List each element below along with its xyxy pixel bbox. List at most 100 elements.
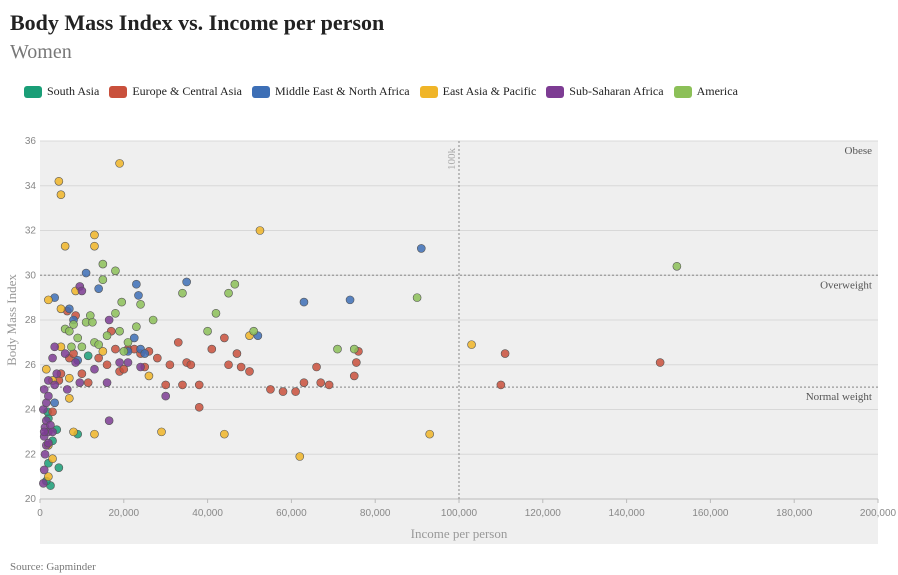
data-point	[104, 416, 114, 425]
data-point	[39, 479, 48, 488]
data-point	[44, 391, 53, 401]
data-point	[165, 360, 175, 370]
data-point	[52, 369, 62, 379]
data-point	[44, 376, 53, 385]
data-point	[672, 261, 682, 271]
data-point	[104, 315, 114, 325]
data-point	[412, 293, 422, 302]
data-point	[102, 360, 112, 370]
data-point	[69, 320, 78, 329]
legend-item[interactable]: Sub-Saharan Africa	[546, 84, 664, 99]
data-point	[278, 387, 288, 396]
data-point	[48, 454, 57, 464]
scatter-chart: 20 22 24 26 28 30 32 34 36 0 20,000 40,000 60,000 80,…	[4, 136, 897, 544]
data-point	[60, 241, 70, 251]
legend-item[interactable]: South Asia	[24, 84, 99, 99]
data-point	[211, 308, 221, 318]
data-point	[194, 380, 204, 390]
data-point	[161, 380, 170, 390]
data-point	[44, 472, 53, 481]
data-point	[50, 342, 59, 352]
data-point	[88, 317, 97, 327]
data-point	[178, 288, 187, 298]
legend-swatch	[24, 85, 42, 98]
data-point	[173, 338, 183, 347]
data-point	[77, 286, 87, 296]
data-point	[136, 300, 145, 309]
data-point	[56, 304, 66, 314]
legend-swatch	[251, 85, 270, 98]
data-point	[220, 333, 229, 343]
x-tick-label: 20,000	[109, 508, 140, 519]
legend-label: America	[696, 84, 738, 98]
data-point	[236, 362, 246, 372]
data-point	[81, 268, 91, 278]
data-point	[136, 362, 145, 372]
data-point	[77, 342, 87, 352]
data-point	[90, 230, 99, 240]
data-point	[65, 394, 74, 403]
x-tick-label: 180,000	[776, 508, 813, 519]
legend-item[interactable]: East Asia & Pacific	[419, 84, 537, 99]
data-point	[144, 371, 154, 381]
data-point	[50, 398, 59, 408]
data-point	[129, 333, 139, 343]
data-point	[111, 344, 120, 354]
y-tick-label: 26	[25, 360, 37, 371]
legend-label: East Asia & Pacific	[442, 84, 537, 98]
data-point	[54, 176, 64, 186]
data-point	[48, 353, 57, 363]
data-point	[224, 288, 233, 298]
data-point	[291, 387, 300, 396]
legend-label: Middle East & North Africa	[274, 84, 410, 98]
data-point	[44, 295, 53, 305]
data-point	[295, 452, 305, 461]
legend-swatch	[673, 85, 692, 98]
data-point	[65, 304, 74, 314]
chart-title: Body Mass Index vs. Income per person	[10, 10, 385, 35]
legend-item[interactable]: Europe & Central Asia	[109, 84, 242, 99]
data-point	[249, 326, 258, 336]
data-point	[220, 429, 229, 439]
data-point	[111, 266, 120, 276]
x-tick-label: 120,000	[525, 508, 562, 519]
data-point	[500, 349, 510, 358]
data-point	[266, 385, 275, 394]
data-point	[39, 427, 49, 437]
data-point	[349, 344, 359, 354]
data-point	[65, 373, 74, 383]
data-point	[123, 358, 133, 367]
data-point	[255, 226, 265, 235]
y-tick-label: 32	[25, 226, 37, 237]
data-point	[148, 315, 158, 325]
legend-item[interactable]: Middle East & North Africa	[251, 84, 410, 99]
data-point	[123, 338, 133, 347]
data-point	[94, 340, 103, 349]
data-point	[207, 344, 217, 354]
data-point	[203, 326, 212, 336]
data-point	[90, 241, 99, 251]
data-point	[44, 438, 53, 448]
data-point	[115, 326, 124, 336]
data-point	[194, 402, 204, 412]
data-point	[245, 367, 254, 376]
y-tick-label: 20	[25, 494, 37, 505]
data-point	[230, 279, 240, 289]
data-point	[324, 380, 334, 390]
x-tick-label: 160,000	[692, 508, 729, 519]
data-point	[71, 358, 80, 367]
data-point	[54, 463, 64, 472]
data-point	[98, 259, 108, 269]
chart-subtitle: Women	[10, 41, 72, 63]
data-point	[115, 159, 124, 168]
data-point	[98, 347, 108, 356]
data-point	[312, 362, 321, 372]
data-point	[39, 465, 49, 475]
data-point	[40, 449, 50, 459]
data-point	[425, 429, 434, 439]
data-point	[224, 360, 233, 370]
x-tick-label: 60,000	[276, 508, 307, 519]
legend-item[interactable]: America	[673, 84, 738, 99]
data-point	[75, 378, 85, 387]
data-point	[232, 349, 242, 358]
